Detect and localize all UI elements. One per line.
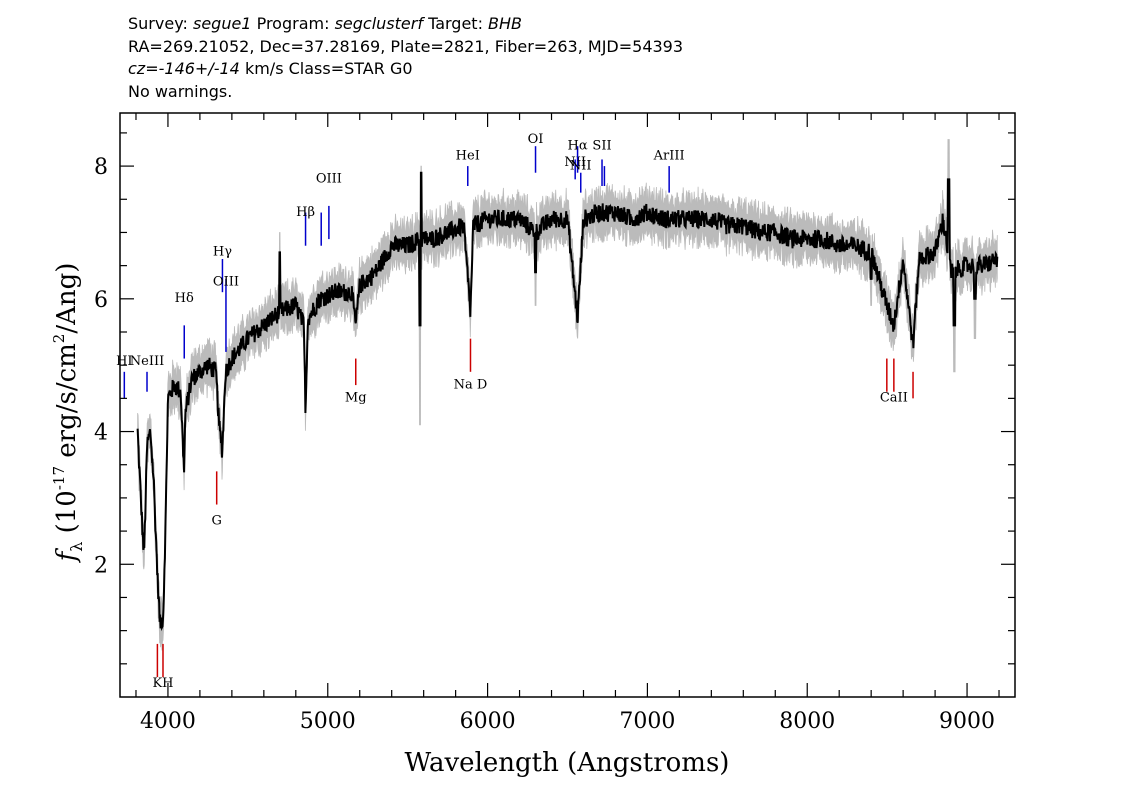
spectrum-header: Survey: segue1 Program: segclusterf Targ… — [128, 13, 683, 103]
flux-error-region — [137, 139, 998, 651]
emission-line-label: Hδ — [175, 291, 194, 306]
plot-frame — [119, 112, 1016, 698]
y-axis-title: fλ (10-17 erg/s/cm2/Ang) — [50, 263, 86, 564]
x-tick-label: 7000 — [619, 709, 675, 734]
flux-line — [136, 171, 999, 632]
emission-line-label: SII — [592, 139, 611, 154]
absorption-line-label: G — [211, 513, 221, 528]
x-tick-label: 4000 — [140, 709, 196, 734]
program-label: Program: — [256, 14, 330, 33]
emission-line-label: Hγ — [213, 245, 232, 260]
y-tick-label: 8 — [94, 155, 108, 180]
program-value: segclusterf — [334, 14, 423, 33]
axis-ticks: 4000 5000 6000 7000 8000 9000 2 4 6 8 — [94, 113, 1015, 734]
x-tick-label: 8000 — [779, 709, 835, 734]
target-value: BHB — [488, 14, 523, 33]
header-line-warnings: No warnings. — [128, 81, 233, 101]
emission-line-label: OIII — [213, 275, 239, 290]
header-line-redshift: cz=-146+/-14 km/s Class=STAR G0 — [128, 58, 683, 81]
emission-line-label: OIII — [316, 172, 342, 187]
emission-line-label: NII — [564, 155, 586, 170]
cz-value: -146+/-14 — [158, 59, 240, 78]
spectral-line-markers: HINeIIIHδHγOIIIHβOIIIHeIOINIIHαNIISIIArI… — [116, 132, 914, 691]
y-tick-label: 4 — [94, 421, 108, 446]
y-tick-label: 2 — [94, 553, 108, 578]
emission-line-label: Hβ — [296, 205, 315, 220]
absorption-line-label: KH — [152, 676, 173, 691]
x-tick-label: 9000 — [939, 709, 995, 734]
y-title-per-ang: /Ang) — [52, 263, 82, 334]
x-tick-label: 5000 — [300, 709, 356, 734]
header-line-coordinates: RA=269.21052, Dec=37.28169, Plate=2821, … — [128, 36, 684, 56]
y-title-scale: (10 — [52, 490, 82, 542]
y-title-units: erg/s/cm — [52, 343, 82, 466]
y-tick-label: 6 — [94, 288, 108, 313]
cz-label: cz= — [128, 59, 159, 78]
emission-line-label: Hα — [568, 139, 588, 154]
survey-value: segue1 — [192, 14, 252, 33]
emission-line-label: NeIII — [130, 354, 164, 369]
y-title-exp: -17 — [50, 466, 68, 490]
emission-line-label: NII — [570, 158, 592, 173]
emission-line-label: HeI — [456, 148, 480, 163]
emission-line-label: OI — [528, 132, 544, 147]
absorption-line-label: CaII — [880, 391, 908, 406]
header-line-survey: Survey: segue1 Program: segclusterf Targ… — [128, 13, 683, 36]
x-tick-label: 6000 — [460, 709, 516, 734]
y-title-lambda: λ — [67, 542, 86, 552]
emission-line-label: ArIII — [653, 148, 685, 163]
survey-label: Survey: — [128, 14, 188, 33]
x-axis-title: Wavelength (Angstroms) — [405, 748, 730, 778]
absorption-line-label: Na D — [454, 377, 488, 392]
cz-class: km/s Class=STAR G0 — [239, 59, 413, 78]
flux-error-band — [137, 139, 998, 651]
target-label: Target: — [428, 14, 483, 33]
flux-spectrum — [136, 171, 999, 632]
y-title-exp2: 2 — [50, 334, 68, 344]
absorption-line-label: Mg — [345, 391, 367, 406]
